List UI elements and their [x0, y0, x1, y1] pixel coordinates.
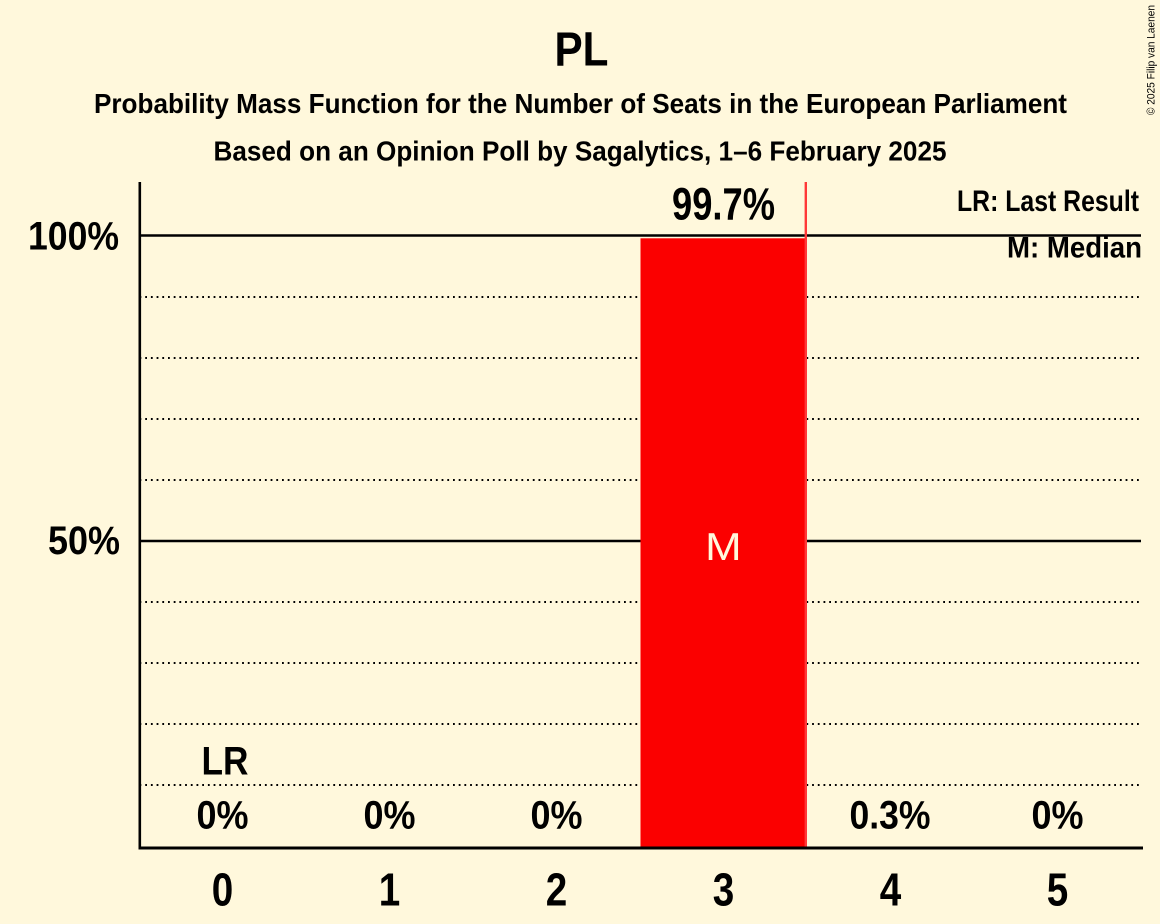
svg-text:3: 3	[713, 864, 735, 916]
svg-text:M: Median: M: Median	[1007, 231, 1142, 264]
svg-text:M: M	[705, 526, 742, 569]
svg-text:0: 0	[212, 864, 234, 916]
svg-text:0%: 0%	[1032, 794, 1084, 838]
svg-text:0%: 0%	[364, 794, 416, 838]
svg-text:© 2025 Filip van Laenen: © 2025 Filip van Laenen	[1146, 5, 1158, 115]
svg-text:100%: 100%	[28, 214, 119, 258]
svg-text:Probability Mass Function for: Probability Mass Function for the Number…	[94, 88, 1067, 119]
svg-text:0%: 0%	[197, 794, 249, 838]
svg-text:2: 2	[546, 864, 568, 916]
svg-text:LR: Last Result: LR: Last Result	[957, 185, 1139, 218]
svg-text:PL: PL	[555, 23, 609, 77]
svg-text:0.3%: 0.3%	[850, 794, 931, 838]
svg-text:99.7%: 99.7%	[672, 179, 775, 230]
svg-text:LR: LR	[202, 739, 249, 783]
svg-text:Based on an Opinion Poll by Sa: Based on an Opinion Poll by Sagalytics, …	[214, 136, 947, 167]
svg-text:1: 1	[379, 864, 401, 916]
svg-text:4: 4	[880, 864, 902, 916]
svg-text:0%: 0%	[531, 794, 583, 838]
svg-text:50%: 50%	[48, 519, 120, 563]
svg-text:5: 5	[1047, 864, 1069, 916]
